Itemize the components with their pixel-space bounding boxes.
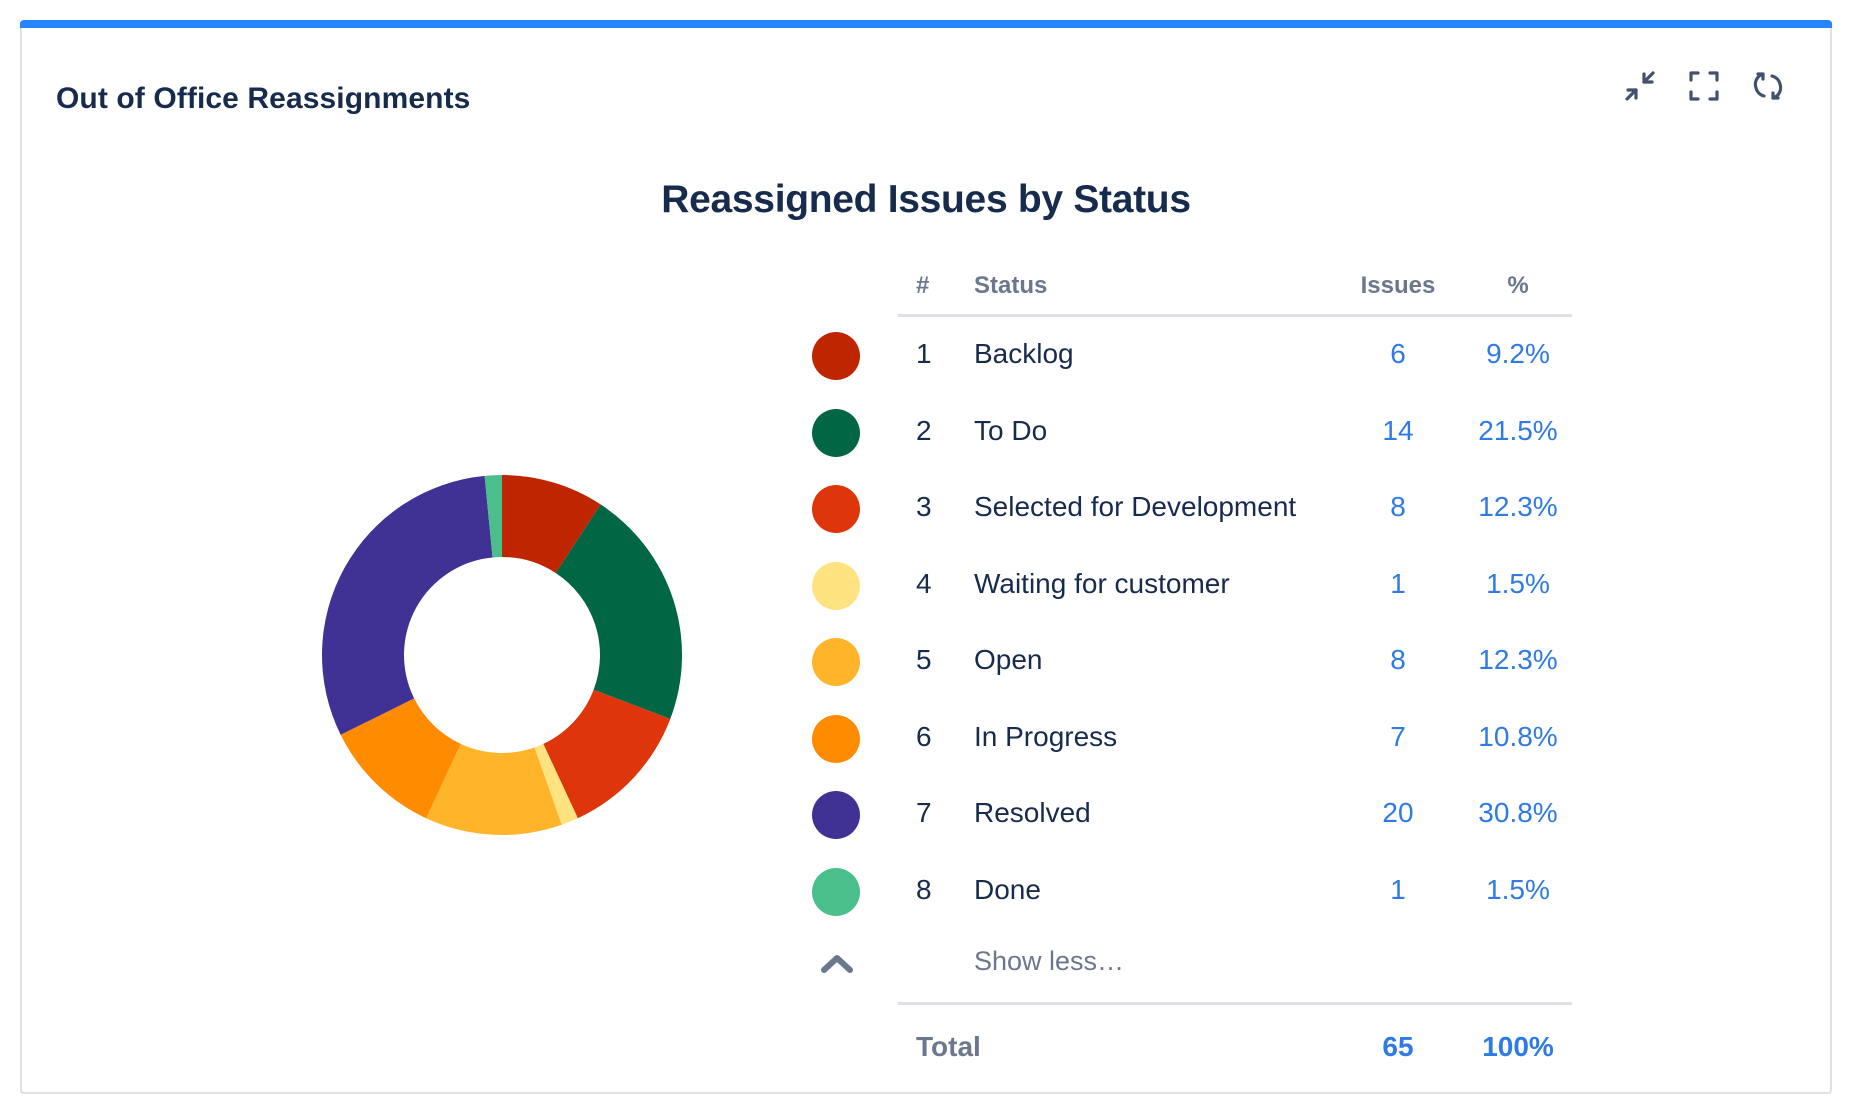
- row-percent-link[interactable]: 12.3%: [1478, 491, 1558, 522]
- row-number: 1: [916, 338, 932, 369]
- row-issues-link[interactable]: 8: [1390, 644, 1406, 675]
- row-status: Waiting for customer: [974, 567, 1230, 599]
- column-header-number: #: [916, 272, 930, 299]
- row-issues-link[interactable]: 8: [1390, 491, 1406, 522]
- row-percent-link[interactable]: 1.5%: [1486, 567, 1550, 599]
- fullscreen-button[interactable]: [1682, 64, 1726, 108]
- show-less-link[interactable]: Show less…: [974, 946, 1125, 976]
- donut-slice-open[interactable]: [426, 743, 562, 835]
- table-body: 1 Backlog 6 9.2% 2 To Do 14 21.5% 3 Selected for …: [812, 316, 1572, 928]
- table-row: 8 Done 1 1.5%: [812, 852, 1572, 929]
- chevron-up-icon[interactable]: [818, 948, 856, 978]
- row-status: Selected for Development: [974, 491, 1297, 522]
- row-percent-link[interactable]: 30.8%: [1478, 797, 1558, 828]
- minimize-icon: [1625, 71, 1655, 101]
- table-row: 5 Open 8 12.3%: [812, 622, 1572, 699]
- refresh-button[interactable]: [1746, 64, 1790, 108]
- donut-chart: [322, 475, 682, 835]
- donut-slice-selected-for-development[interactable]: [543, 689, 671, 819]
- gadget-title: Out of Office Reassignments: [56, 82, 471, 115]
- status-table: # Status Issues % 1 Backlog 6 9.2% 2 To Do 14 2…: [812, 260, 1572, 1085]
- row-issues-link[interactable]: 1: [1390, 567, 1406, 599]
- row-status: Done: [974, 873, 1041, 905]
- legend-swatch: [812, 867, 860, 916]
- row-status: Resolved: [974, 797, 1091, 828]
- column-header-percent: %: [1507, 272, 1529, 299]
- column-header-status: Status: [974, 272, 1048, 299]
- refresh-icon: [1753, 72, 1783, 100]
- legend-swatch: [812, 561, 860, 610]
- donut-slice-resolved[interactable]: [322, 475, 493, 735]
- legend-swatch: [812, 408, 860, 457]
- donut-slice-to-do[interactable]: [555, 504, 682, 719]
- gadget-panel: Out of Office Reassignments Reassigned I…: [20, 20, 1832, 1094]
- minimize-button[interactable]: [1618, 64, 1662, 108]
- row-status: Backlog: [974, 338, 1074, 369]
- table-header: # Status Issues %: [812, 260, 1572, 317]
- row-number: 8: [916, 873, 932, 905]
- row-percent-link[interactable]: 10.8%: [1478, 720, 1558, 752]
- row-status: In Progress: [974, 720, 1118, 752]
- row-number: 2: [916, 414, 932, 446]
- column-header-issues: Issues: [1360, 272, 1436, 299]
- header-divider: [898, 314, 1572, 317]
- legend-swatch: [812, 485, 860, 533]
- row-percent-link[interactable]: 21.5%: [1478, 414, 1558, 446]
- row-issues-link[interactable]: 6: [1390, 338, 1406, 369]
- total-percent[interactable]: 100%: [1482, 1031, 1554, 1062]
- row-issues-link[interactable]: 1: [1390, 873, 1406, 905]
- row-number: 5: [916, 644, 932, 675]
- fullscreen-icon: [1689, 71, 1719, 101]
- table-row: 7 Resolved 20 30.8%: [812, 775, 1572, 852]
- legend-swatch: [812, 791, 860, 839]
- row-number: 4: [916, 567, 932, 599]
- table-row: 4 Waiting for customer 1 1.5%: [812, 546, 1572, 623]
- total-issues[interactable]: 65: [1382, 1031, 1414, 1062]
- legend-swatch: [812, 638, 860, 686]
- row-issues-link[interactable]: 14: [1382, 414, 1414, 446]
- row-number: 6: [916, 720, 932, 752]
- row-percent-link[interactable]: 1.5%: [1486, 873, 1550, 905]
- table-row: 1 Backlog 6 9.2%: [812, 316, 1572, 393]
- legend-swatch: [812, 714, 860, 763]
- donut-slice-done[interactable]: [484, 475, 502, 558]
- total-row: Total 65 100%: [812, 1005, 1572, 1085]
- table-row: 3 Selected for Development 8 12.3%: [812, 469, 1572, 546]
- footer-divider: [898, 1002, 1572, 1005]
- table-row: 6 In Progress 7 10.8%: [812, 699, 1572, 776]
- donut-slice-backlog[interactable]: [502, 475, 601, 574]
- row-percent-link[interactable]: 12.3%: [1478, 644, 1558, 675]
- gadget-toolbar: [1618, 64, 1790, 108]
- table-row: 2 To Do 14 21.5%: [812, 393, 1572, 470]
- show-less-row: Show less…: [812, 928, 1572, 1002]
- row-status: Open: [974, 644, 1043, 675]
- chart-title: Reassigned Issues by Status: [661, 178, 1191, 221]
- row-number: 7: [916, 797, 932, 828]
- row-issues-link[interactable]: 7: [1390, 720, 1406, 752]
- row-percent-link[interactable]: 9.2%: [1486, 338, 1550, 369]
- donut-slice-in-progress[interactable]: [340, 698, 461, 819]
- donut-slice-waiting-for-customer[interactable]: [534, 743, 578, 825]
- row-number: 3: [916, 491, 932, 522]
- row-status: To Do: [974, 414, 1048, 446]
- total-label: Total: [916, 1031, 981, 1062]
- row-issues-link[interactable]: 20: [1382, 797, 1414, 828]
- gadget-accent-bar: [20, 20, 1832, 28]
- legend-swatch: [812, 332, 860, 380]
